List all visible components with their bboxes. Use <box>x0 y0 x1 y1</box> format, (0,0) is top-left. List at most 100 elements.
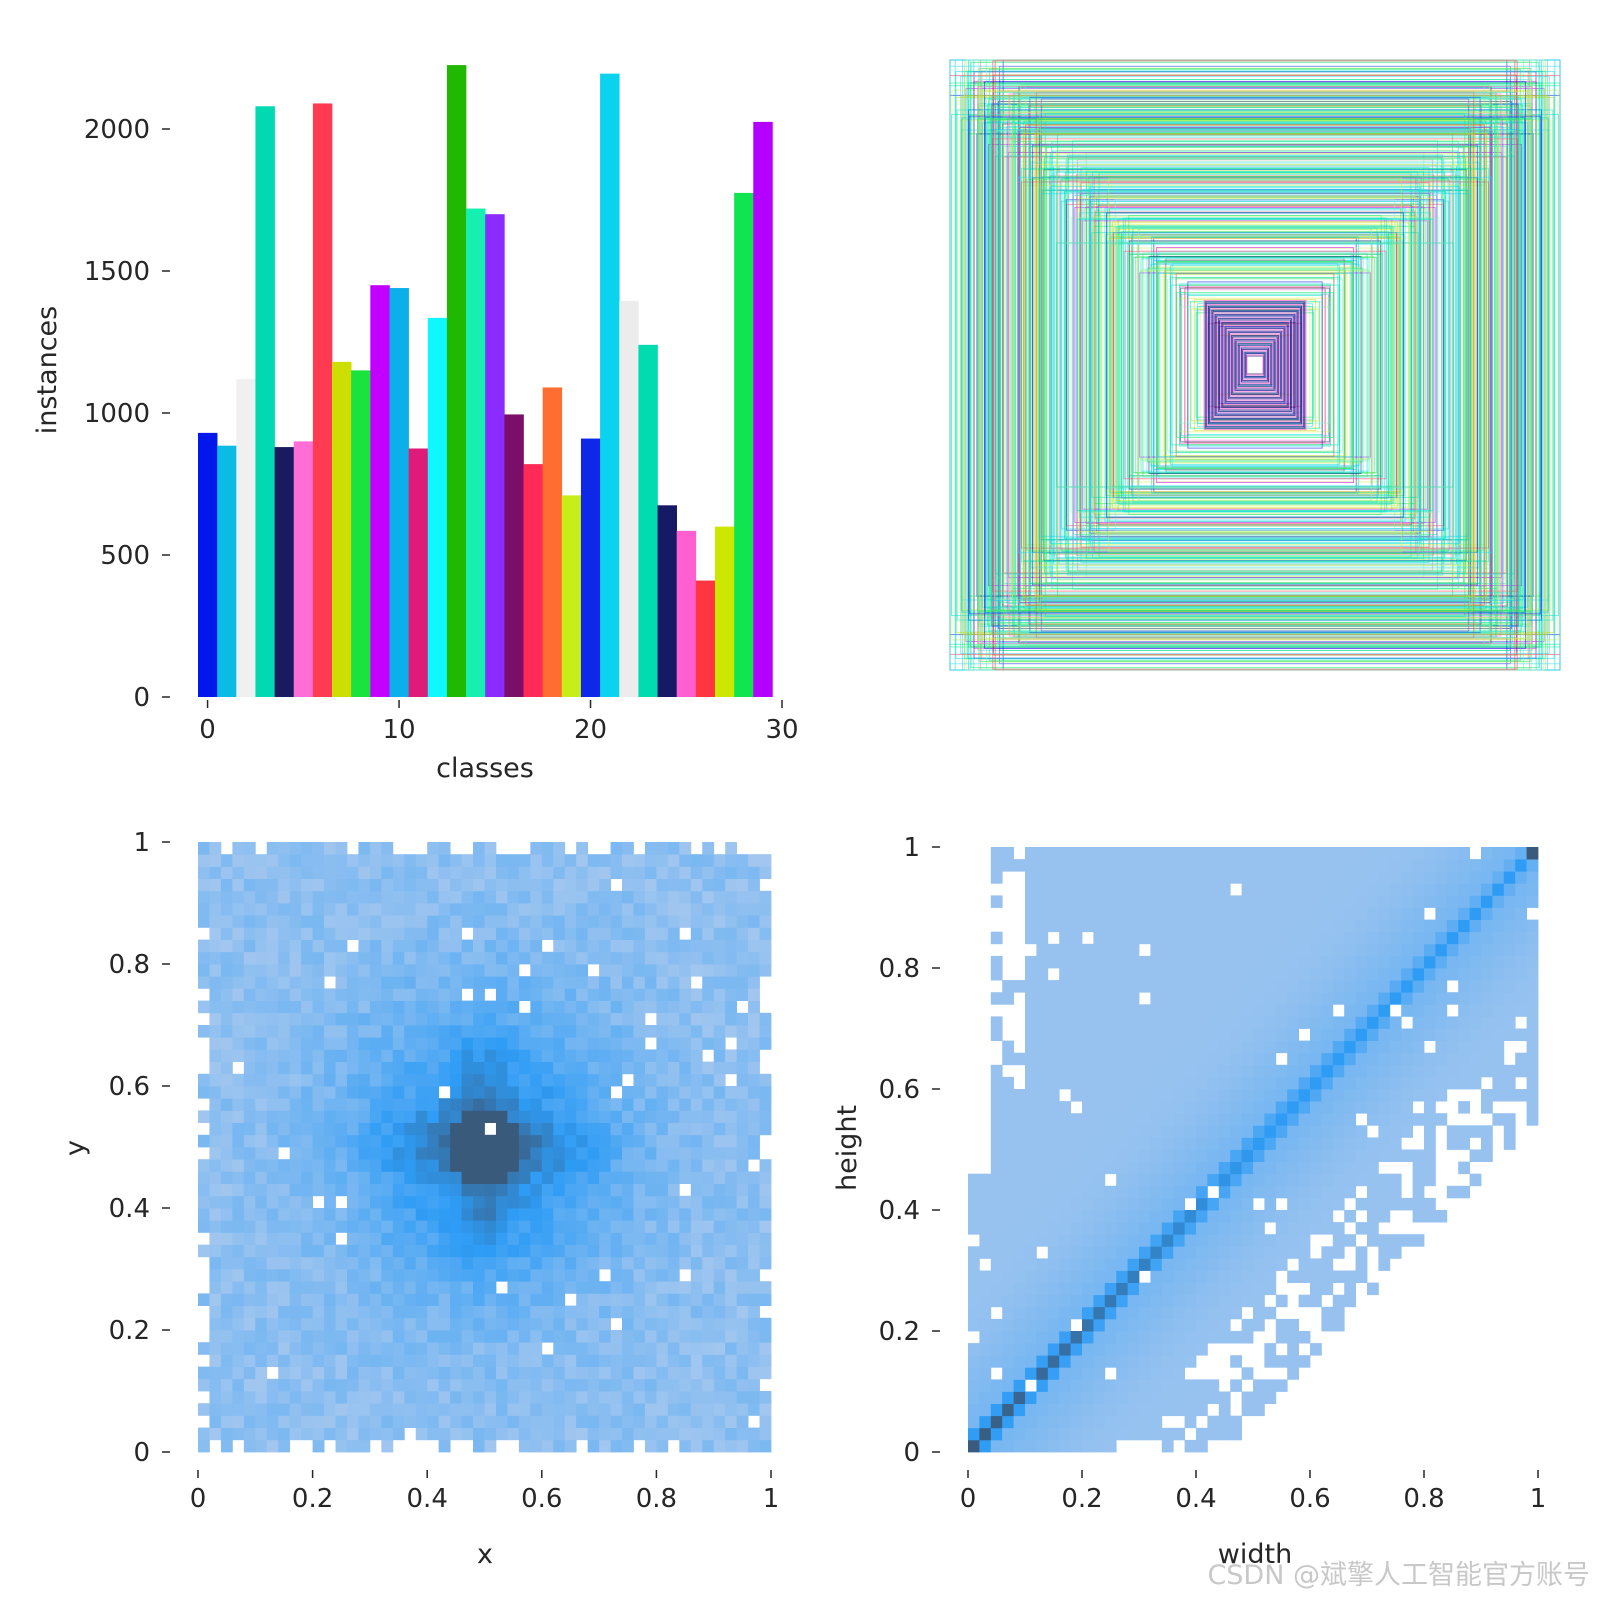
xy-heatmap-cell <box>438 927 451 940</box>
wh-heatmap-cell <box>1070 1415 1083 1429</box>
xy-heatmap-cell <box>415 903 428 916</box>
wh-heatmap-cell <box>1139 1343 1151 1356</box>
xy-heatmap-cell <box>232 1354 245 1367</box>
wh-heatmap-cell <box>1367 1173 1379 1187</box>
wh-heatmap-cell <box>1150 895 1163 908</box>
wh-heatmap-cell <box>1458 955 1470 969</box>
wh-heatmap-cell <box>1264 1258 1277 1271</box>
xy-heatmap-cell <box>736 939 749 953</box>
xy-heatmap-cell <box>599 964 611 977</box>
xy-heatmap-cell <box>346 1195 359 1209</box>
wh-heatmap-cell <box>1446 859 1459 872</box>
xy-heatmap-cell <box>759 866 772 879</box>
box-outline <box>1017 176 1493 554</box>
xy-heatmap-cell <box>507 866 520 879</box>
xy-heatmap-cell <box>450 854 462 867</box>
wh-heatmap-cell <box>1469 980 1482 993</box>
xy-heatmap-cell <box>278 1232 291 1245</box>
xy-heatmap-cell <box>289 1208 302 1221</box>
wh-heatmap-cell <box>1367 1016 1379 1029</box>
box-outline <box>1236 341 1274 389</box>
wh-heatmap-cell <box>1310 1064 1322 1078</box>
xy-heatmap-cell <box>415 915 428 928</box>
xy-heatmap-cell <box>610 1293 623 1306</box>
xy-heatmap-cell <box>289 1195 302 1209</box>
xy-heatmap-cell <box>530 939 543 953</box>
wh-heatmap-cell <box>1150 883 1163 896</box>
wh-heatmap-cell <box>1002 1258 1014 1271</box>
wh-heatmap-cell <box>1332 1222 1345 1235</box>
wh-heatmap-cell <box>1059 1367 1071 1380</box>
xy-heatmap-cell <box>266 927 279 940</box>
xy-heatmap-cell <box>392 1269 405 1282</box>
wh-heatmap-cell <box>1298 1004 1311 1017</box>
wh-heatmap-cell <box>1082 1318 1094 1332</box>
xy-heatmap-cell <box>518 1134 531 1148</box>
xy-heatmap-cell <box>209 1195 222 1209</box>
xy-heatmap-cell <box>518 1061 531 1075</box>
xy-heatmap-cell <box>679 1244 692 1258</box>
wh-heatmap-cell <box>1013 1052 1026 1066</box>
xy-heatmap-cell <box>324 1208 336 1221</box>
xy-heatmap-cell <box>232 890 245 904</box>
xy-heatmap-cell <box>507 1061 520 1075</box>
xy-heatmap-cell <box>587 1061 600 1075</box>
xy-heatmap-cell <box>748 1330 760 1343</box>
wh-heatmap-cell <box>1287 1318 1299 1332</box>
wh-heatmap-cell <box>1150 871 1163 884</box>
xy-heatmap-cell <box>209 1293 222 1306</box>
xy-heatmap-cell <box>576 1391 589 1404</box>
wh-heatmap-cell <box>1321 919 1334 933</box>
wh-heatmap-cell <box>1013 1318 1026 1332</box>
xy-heatmap-cell <box>198 964 210 977</box>
wh-heatmap-cell <box>1139 1379 1151 1392</box>
wh-heatmap-cell <box>1401 847 1413 860</box>
xy-heatmap-cell <box>473 1342 485 1355</box>
xy-heatmap-cell <box>392 1220 405 1233</box>
xy-heatmap-cell <box>713 988 726 1001</box>
wh-heatmap-cell <box>1150 955 1163 969</box>
box-outline <box>978 74 1532 656</box>
xy-heatmap-cell <box>484 1244 497 1258</box>
wh-heatmap-cell <box>1116 1028 1128 1041</box>
wh-heatmap-cell <box>1173 1270 1185 1283</box>
xy-heatmap-cell <box>587 1195 600 1209</box>
wh-heatmap-cell <box>1253 1064 1265 1078</box>
xy-heatmap-cell <box>599 1171 611 1184</box>
bar-class-24 <box>657 505 677 697</box>
xy-heatmap-cell <box>553 1232 566 1245</box>
wh-heatmap-cell <box>1287 871 1299 884</box>
wh-heatmap-cell <box>1104 919 1117 933</box>
wh-heatmap-cell <box>1207 847 1220 860</box>
wh-heatmap-cell <box>1389 931 1402 945</box>
xy-heatmap-cell <box>484 1159 497 1172</box>
xy-heatmap-cell <box>450 939 462 953</box>
xy-heatmap-cell <box>610 1391 623 1404</box>
xy-heatmap-cell <box>622 1183 634 1197</box>
box-outline <box>1023 184 1487 546</box>
xy-heatmap-cell <box>518 1366 531 1380</box>
wh-heatmap-cell <box>1389 1173 1402 1187</box>
xy-heatmap-cell <box>243 1403 256 1416</box>
wh-heatmap-cell <box>1218 931 1231 945</box>
xy-heatmap-cell <box>564 903 577 916</box>
wh-heatmap-cell <box>1230 895 1242 908</box>
wh-heatmap-cell <box>1093 1270 1106 1283</box>
xy-heatmap-cell <box>392 1366 405 1380</box>
wh-heatmap-cell <box>1218 1101 1231 1114</box>
xy-heatmap-cell <box>232 1147 245 1160</box>
box-outline <box>965 59 1545 671</box>
wh-heatmap-cell <box>1275 1258 1288 1271</box>
wh-heatmap-cell <box>1241 1185 1254 1199</box>
xy-heatmap-cell <box>335 1208 348 1221</box>
xy-heatmap-cell <box>667 866 680 879</box>
xy-heatmap-cell <box>209 1330 222 1343</box>
xy-heatmap-cell <box>450 1183 462 1197</box>
xy-heatmap-cell <box>438 1110 451 1123</box>
xy-heatmap-cell <box>266 1293 279 1306</box>
xy-heatmap-cell <box>736 915 749 928</box>
xy-heatmap-cell <box>450 1415 462 1428</box>
wh-heatmap-cell <box>1082 1403 1094 1417</box>
wh-heatmap-cell <box>1070 895 1083 908</box>
xy-heatmap-cell <box>461 1269 474 1282</box>
